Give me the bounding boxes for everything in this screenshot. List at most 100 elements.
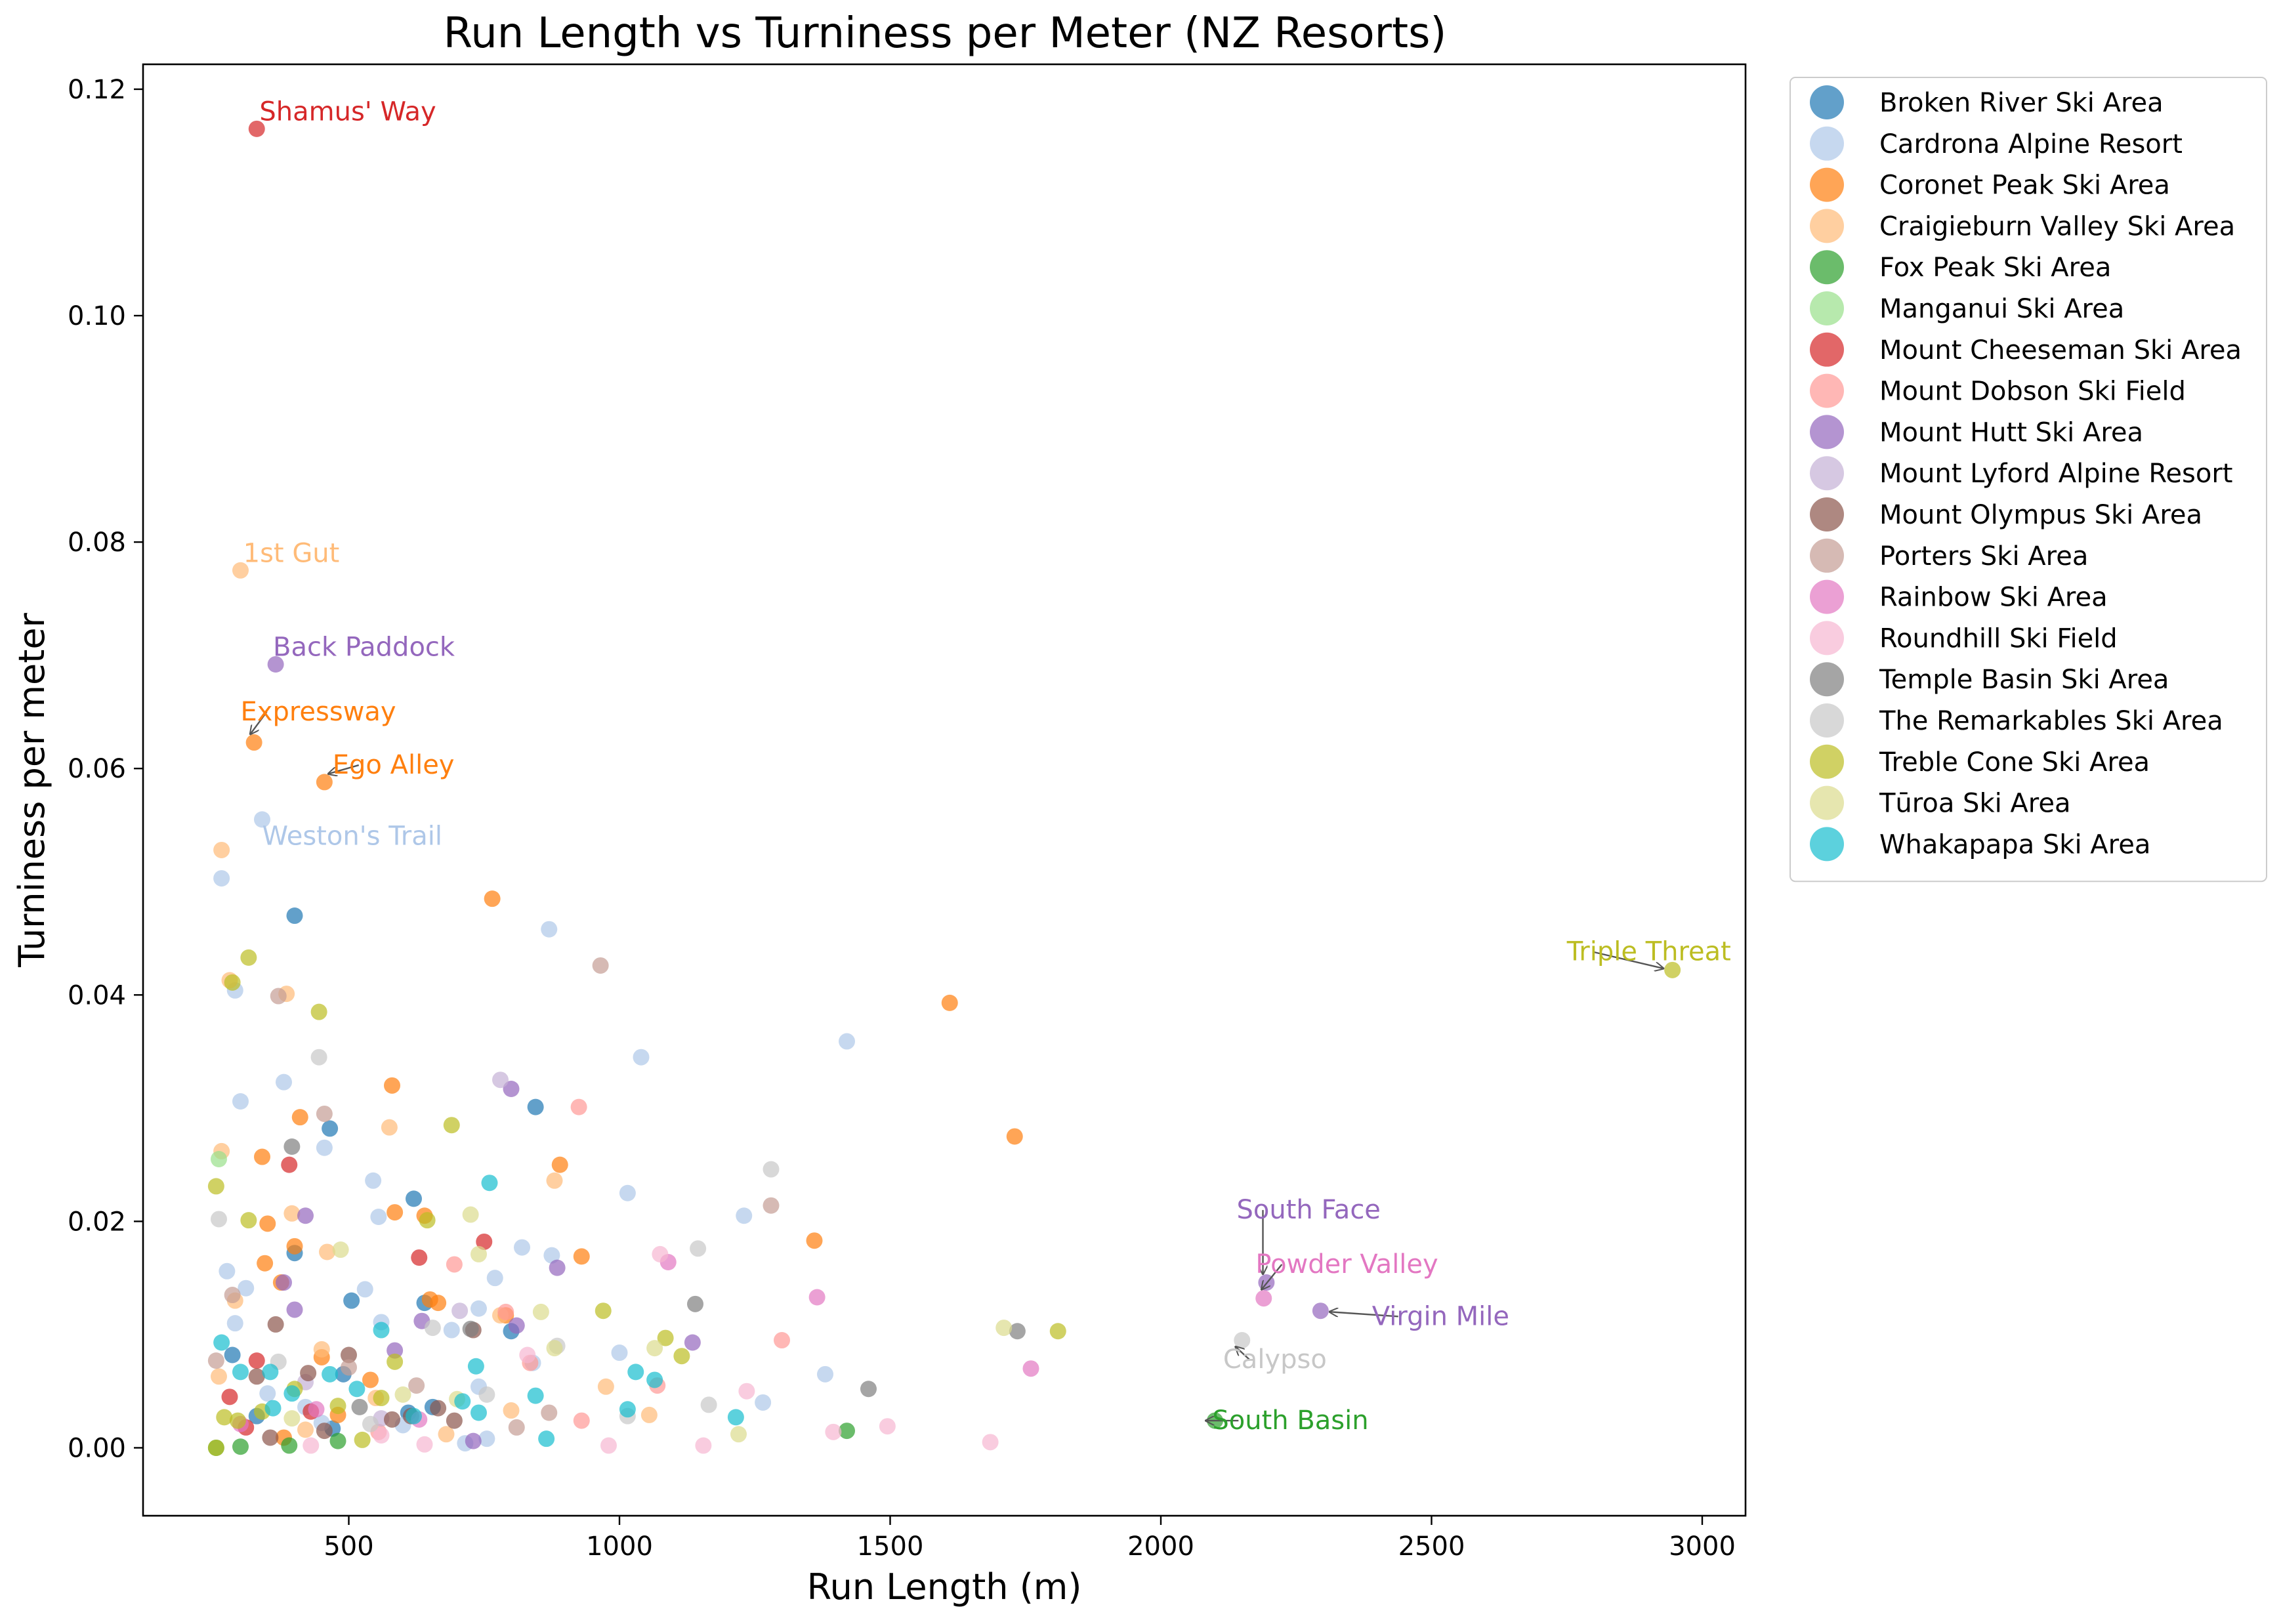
legend-label: Broken River Ski Area — [1879, 88, 2164, 118]
data-point — [430, 1400, 447, 1417]
data-point — [259, 1215, 276, 1232]
legend-marker — [1810, 456, 1844, 491]
data-point — [570, 1098, 587, 1115]
y-axis: 0.00 0.02 0.04 0.06 0.08 0.10 0.12 — [68, 75, 143, 1463]
data-point — [503, 1081, 520, 1098]
annotation-label: Weston's Trail — [262, 822, 442, 852]
data-point — [283, 1385, 301, 1402]
data-point — [322, 1120, 339, 1137]
data-point — [424, 1320, 441, 1337]
data-point — [270, 988, 287, 1005]
data-point — [619, 1184, 636, 1201]
data-point — [695, 1437, 712, 1454]
data-point — [1255, 1290, 1272, 1307]
x-tick-label: 2000 — [1127, 1531, 1194, 1562]
legend-label: Porters Ski Area — [1879, 541, 2088, 572]
data-point — [941, 994, 958, 1011]
data-point — [481, 1175, 498, 1192]
legend-marker — [1810, 621, 1844, 656]
data-point — [478, 1430, 495, 1447]
x-tick-label: 500 — [324, 1531, 373, 1562]
data-point — [541, 921, 558, 938]
data-point — [982, 1434, 999, 1451]
data-point — [211, 1150, 227, 1167]
data-point — [755, 1394, 772, 1411]
annotation-label: Ego Alley — [333, 750, 455, 780]
data-point — [283, 1410, 301, 1427]
data-point — [492, 1072, 509, 1089]
data-point — [467, 1358, 484, 1375]
legend-marker — [1810, 415, 1844, 449]
data-point — [1022, 1360, 1039, 1377]
data-point — [416, 1436, 433, 1453]
data-point — [687, 1295, 703, 1312]
data-point — [329, 1432, 346, 1449]
data-point — [276, 1274, 292, 1291]
data-point — [213, 1334, 230, 1351]
data-point — [248, 120, 265, 137]
data-point — [597, 1378, 614, 1395]
data-point — [281, 1437, 298, 1454]
data-point — [356, 1281, 373, 1298]
legend-label: Temple Basin Ski Area — [1879, 665, 2169, 695]
legend-marker — [1810, 291, 1844, 325]
annotation-label: South Basin — [1212, 1405, 1368, 1436]
annotation-label: Back Paddock — [273, 633, 455, 663]
data-point — [232, 1093, 249, 1110]
plot-frame — [142, 63, 1747, 1517]
data-point — [1234, 1332, 1251, 1349]
data-point — [216, 1409, 233, 1426]
data-point — [879, 1418, 896, 1435]
data-point — [808, 1289, 826, 1306]
annotation-label: Shamus' Way — [259, 96, 436, 127]
x-tick-label: 1000 — [586, 1531, 653, 1562]
legend-label: Craigieburn Valley Ski Area — [1879, 211, 2235, 241]
data-point — [240, 1212, 257, 1229]
data-point — [286, 1301, 303, 1318]
series — [303, 1245, 999, 1454]
data-point — [319, 1243, 335, 1260]
data-point — [538, 1430, 555, 1447]
chart-title: Run Length vs Turniness per Meter (NZ Re… — [444, 9, 1447, 58]
data-point — [211, 1211, 227, 1228]
data-point — [207, 1352, 224, 1369]
annotation-label: Virgin Mile — [1372, 1301, 1509, 1331]
annotation-label: Triple Threat — [1566, 937, 1731, 967]
legend-label: Mount Cheeseman Ski Area — [1879, 335, 2242, 365]
x-axis: 500 1000 1500 2000 2500 3000 — [324, 1516, 1736, 1562]
annotation-arrow — [1261, 1264, 1283, 1289]
data-point — [224, 974, 241, 991]
legend-label: Fox Peak Ski Area — [1879, 253, 2111, 283]
data-point — [373, 1322, 390, 1339]
data-point — [1312, 1302, 1329, 1320]
data-point — [438, 1426, 455, 1443]
y-tick-label: 0.00 — [68, 1433, 126, 1463]
data-point — [673, 1348, 690, 1365]
data-point — [514, 1239, 530, 1256]
data-point — [471, 1300, 487, 1317]
data-point — [1664, 961, 1681, 978]
data-point — [283, 1138, 301, 1156]
annotation-arrow — [1236, 1347, 1250, 1360]
data-point — [736, 1207, 753, 1224]
y-tick-label: 0.02 — [68, 1207, 126, 1237]
legend-label: Treble Cone Ski Area — [1879, 747, 2150, 778]
data-point — [527, 1098, 544, 1115]
data-point — [454, 1393, 471, 1410]
data-point — [267, 656, 284, 673]
annotation-arrow — [1329, 1312, 1398, 1318]
data-point — [1009, 1323, 1026, 1340]
data-point — [600, 1437, 617, 1454]
data-point — [291, 1109, 308, 1126]
data-point — [310, 1003, 327, 1020]
legend-label: Roundhill Ski Field — [1879, 623, 2118, 654]
y-tick-label: 0.06 — [68, 754, 126, 784]
data-point — [213, 870, 230, 887]
data-point — [541, 1404, 558, 1421]
data-point — [419, 1212, 436, 1229]
data-point — [508, 1317, 525, 1334]
series — [207, 949, 1681, 1456]
data-point — [446, 1412, 463, 1429]
annotation-label: 1st Gut — [243, 538, 340, 568]
